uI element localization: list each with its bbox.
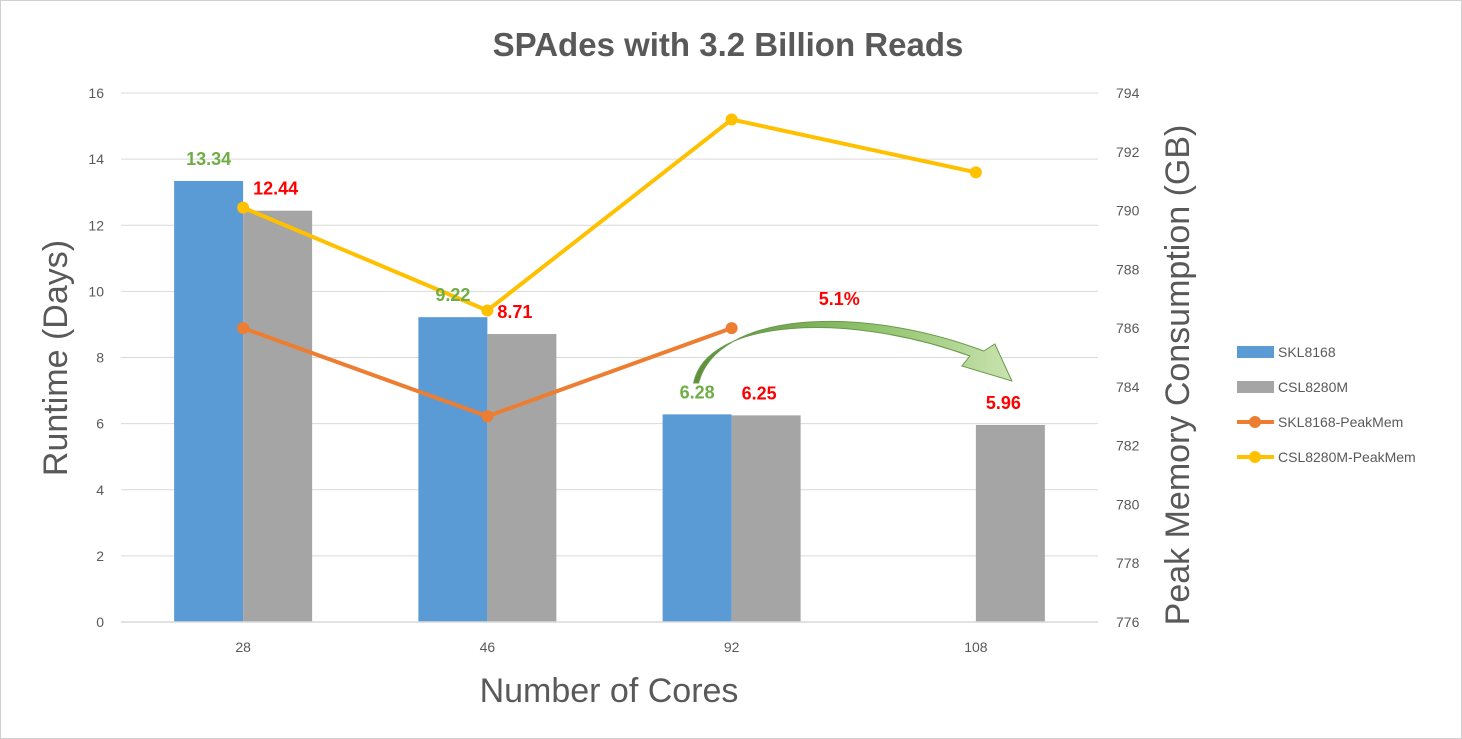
line-csl8280m-peakmem [242,117,977,313]
y2-tick-label: 784 [1116,379,1140,395]
x-tick-label: 108 [964,639,988,655]
legend-label: CSL8280M [1278,379,1348,395]
bar-csl8280m [731,415,801,622]
lines [237,113,982,423]
marker-csl8280m-peakmem [969,166,982,179]
x-tick-label: 46 [480,639,496,655]
legend-marker-skl8168-peakmem [1249,416,1261,428]
y-tick-label: 0 [96,614,104,630]
legend-marker-csl8280m-peakmem [1249,451,1261,463]
bar-skl8168 [174,180,244,623]
y2-tick-label: 782 [1116,438,1140,454]
x-axis-title: Number of Cores [480,672,739,710]
y2-tick-label: 792 [1116,144,1140,160]
marker-csl8280m-peakmem [237,201,250,214]
x-tick-label: 28 [235,639,251,655]
y2-tick-label: 776 [1116,614,1140,630]
marker-skl8168-peakmem [481,410,494,423]
y-tick-label: 4 [96,482,104,498]
marker-skl8168-peakmem [725,322,738,335]
chart-title: SPAdes with 3.2 Billion Reads [493,26,964,63]
data-label: 5.96 [986,393,1021,413]
data-label: 8.71 [497,302,532,322]
y-tick-label: 16 [88,85,104,101]
y2-tick-label: 790 [1116,203,1140,219]
y-axis-title: Runtime (Days) [37,240,75,476]
bar-csl8280m [487,334,557,622]
data-label: 6.28 [680,382,715,402]
y2-tick-label: 780 [1116,496,1140,512]
legend-label: CSL8280M-PeakMem [1278,449,1416,465]
bar-csl8280m [243,210,313,622]
bar-skl8168 [662,414,732,622]
legend-swatch-csl8280m [1237,381,1274,393]
y2-axis-title: Peak Memory Consumption (GB) [1159,125,1197,626]
y2-tick-label: 786 [1116,320,1140,336]
legend-swatch-skl8168 [1237,346,1274,358]
y2-tick-label: 794 [1116,85,1140,101]
annotation-arrow [693,320,1013,384]
y2-tick-label: 788 [1116,261,1140,277]
marker-skl8168-peakmem [237,322,250,335]
curved-arrow [693,320,1013,384]
data-label: 12.44 [253,179,298,199]
legend-label: SKL8168 [1278,344,1336,360]
y-tick-label: 8 [96,350,104,366]
y-tick-label: 14 [88,151,104,167]
data-labels: 13.34 12.44 9.22 8.71 6.28 6.25 5.96 5.1% [186,149,1021,413]
legend-label: SKL8168-PeakMem [1278,414,1403,430]
legend: SKL8168 CSL8280M SKL8168-PeakMem CSL8280M-P… [1237,344,1416,465]
bar-skl8168 [418,317,488,622]
bar-csl8280m [975,424,1045,622]
data-label: 13.34 [186,149,231,169]
data-label: 6.25 [742,383,777,403]
y-tick-label: 6 [96,416,104,432]
y-tick-label: 2 [96,548,104,564]
axes: 0246810121416776778780782784786788790792… [88,85,1139,655]
marker-csl8280m-peakmem [481,304,494,317]
y2-tick-label: 778 [1116,555,1140,571]
marker-csl8280m-peakmem [725,113,738,126]
data-label: 9.22 [435,285,470,305]
y-tick-label: 10 [88,283,104,299]
bars [174,180,1045,623]
y-tick-label: 12 [88,217,104,233]
x-tick-label: 92 [724,639,740,655]
annotation-label: 5.1% [819,289,860,309]
